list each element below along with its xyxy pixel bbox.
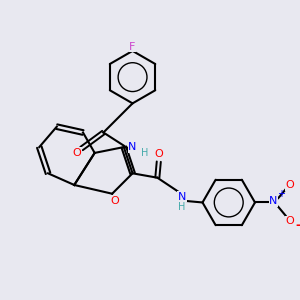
Text: O: O [73,148,82,158]
Text: N: N [269,196,278,206]
Text: H: H [141,148,148,158]
Text: O: O [154,149,163,159]
Text: O: O [286,180,294,190]
Text: N: N [128,142,137,152]
Text: H: H [178,202,186,212]
Text: O: O [111,196,119,206]
Text: +: + [277,189,285,199]
Text: N: N [178,192,186,202]
Text: O: O [286,216,294,226]
Text: -: - [295,219,300,232]
Text: F: F [129,41,136,52]
